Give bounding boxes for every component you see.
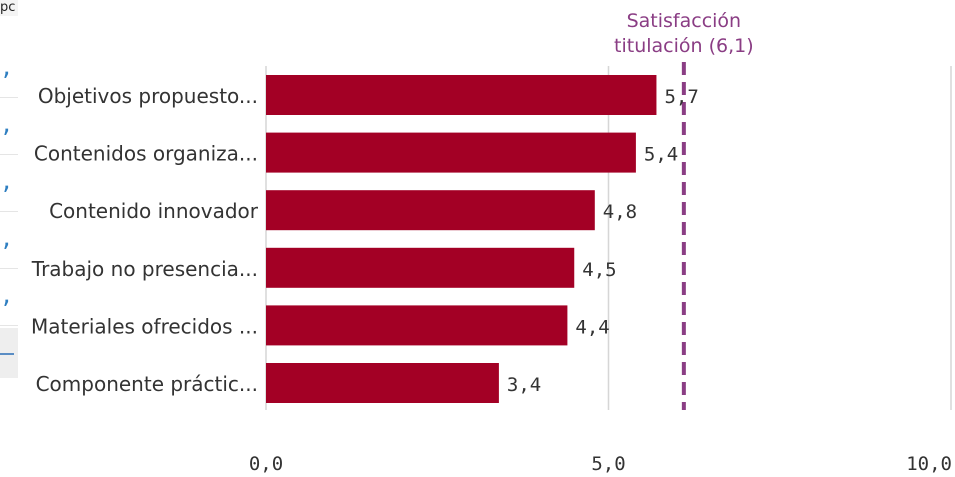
background-footer-mark [0,353,14,355]
x-tick-label: 10,0 [906,453,952,475]
data-labels: 5,7 5,4 4,8 4,5 4,4 3,4 [507,86,699,396]
background-cell: ,( [0,211,18,269]
bar [266,132,636,173]
category-label: Objetivos propuesto... [38,84,258,108]
background-cell: ,( [0,154,18,212]
category-label: Materiales ofrecidos ... [31,314,258,338]
x-tick-label: 5,0 [591,453,625,475]
background-header-text: pc [0,0,18,16]
background-cell: ,( [0,97,18,155]
reference-line-group: Satisfacción titulación (6,1) [614,10,754,410]
category-label: Componente práctic... [36,372,258,396]
data-label: 5,4 [644,144,678,166]
bars [266,75,657,403]
bar [266,75,657,115]
data-label: 5,7 [664,86,698,108]
data-label: 4,8 [603,201,637,223]
background-table-fragment: pc ,( ,( ,( ,( ,( [0,0,18,380]
x-tick-label: 0,0 [249,453,283,475]
reference-line-label: titulación (6,1) [614,35,754,57]
bar [266,247,575,288]
data-label: 4,4 [575,316,609,338]
gridlines [265,66,952,410]
category-labels: Objetivos propuesto... Contenidos organiz… [31,84,259,396]
x-axis-tick-labels: 0,0 5,0 10,0 [249,453,952,475]
reference-line-label: Satisfacción [627,10,742,32]
data-label: 4,5 [582,259,616,281]
category-label: Contenidos organiza... [34,142,258,166]
bar [266,190,595,231]
data-label: 3,4 [507,374,541,396]
category-label: Trabajo no presencia... [31,257,258,281]
category-label: Contenido innovador [49,199,259,223]
bar [266,363,499,403]
background-cell: ,( [0,268,18,326]
bar [266,305,568,346]
background-cell: ,( [0,40,18,98]
